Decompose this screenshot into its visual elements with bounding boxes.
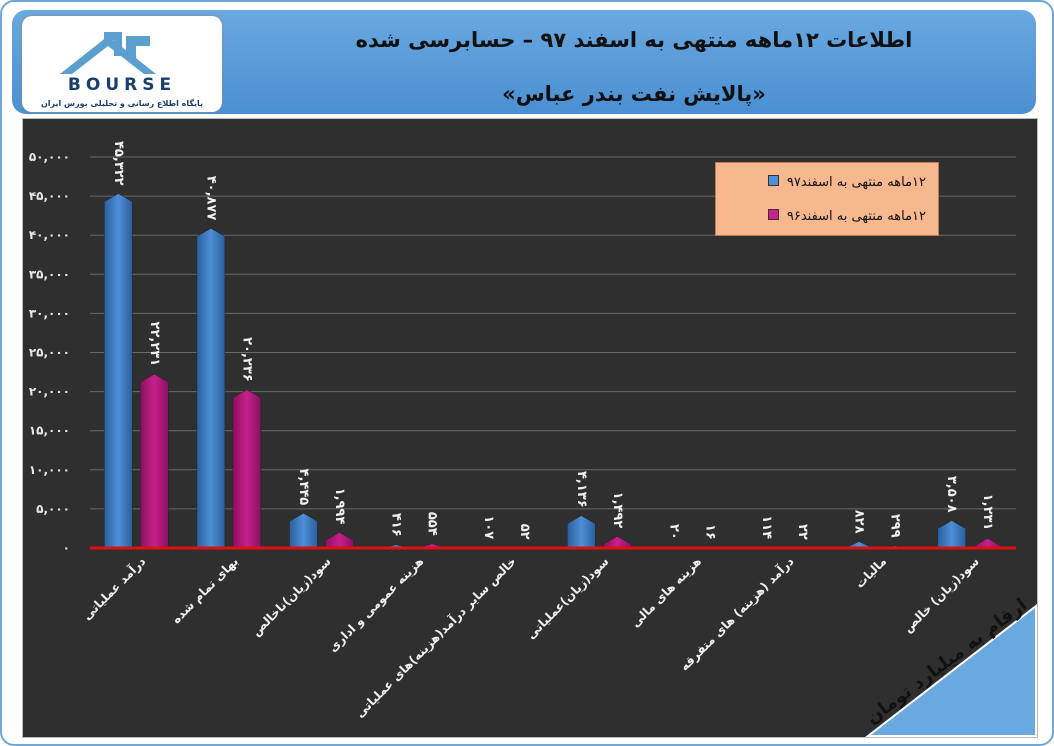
- unit-note: ارقام به میلیارد تومان: [862, 594, 1037, 737]
- logo-title: BOURSE: [68, 75, 176, 95]
- data-label-97: ۳,۵۰۸: [944, 476, 959, 513]
- data-label-96: ۲۹۹: [888, 514, 903, 538]
- legend-label-96: ۱۲ماهه منتهی به اسفند۹۶: [786, 209, 926, 224]
- bourse-logo-graphic: BOURSE پایگاه اطلاع رسانی و تحلیلی بورس …: [36, 32, 208, 109]
- x-tick-label: مالیات: [853, 554, 890, 591]
- data-label-96: ۲۰,۲۳۶: [239, 337, 254, 382]
- data-label-97: ۴۰,۸۷۷: [203, 176, 218, 221]
- data-label-97: ۴,۱۳۶: [574, 471, 589, 508]
- bar-97: [196, 228, 226, 549]
- x-tick-label: هزینه عمومی و اداری: [326, 554, 427, 655]
- x-tick-label: سود(زیان)ناخالص: [249, 554, 334, 639]
- bars: [104, 193, 1002, 549]
- y-tick-label: ۳۰,۰۰۰: [29, 306, 70, 320]
- x-axis: درآمد عملیاتی بهای تمام شده سود(زیان)ناخال…: [79, 554, 982, 721]
- legend: ۱۲ماهه منتهی به اسفند۹۷ ۱۲ماهه منتهی به …: [715, 162, 939, 236]
- data-label-97: ۲۰: [666, 524, 681, 540]
- bourse-logo: BOURSE پایگاه اطلاع رسانی و تحلیلی بورس …: [22, 16, 222, 112]
- x-tick-label: درآمد عملیاتی: [79, 554, 148, 623]
- data-label-97: ۱۱۴: [759, 515, 774, 539]
- page-subtitle: «پالایش نفت بندر عباس»: [502, 82, 766, 106]
- bar-96: [603, 536, 632, 549]
- bar-97: [937, 520, 966, 549]
- data-label-96: ۱,۲۳۱: [980, 494, 995, 531]
- y-tick-label: ۲۵,۰۰۰: [29, 346, 70, 360]
- x-tick-label: هزینه های مالی: [628, 554, 704, 630]
- page-title: اطلاعات ۱۲ماهه منتهی به اسفند ۹۷ – حسابر…: [355, 28, 913, 52]
- data-label-96: ۲۲: [795, 524, 810, 540]
- x-tick-label: بهای تمام شده: [169, 554, 242, 627]
- data-label-97: ۱۰۷: [481, 515, 496, 539]
- data-label-96: ۱,۴۹۲: [610, 492, 625, 529]
- data-label-96: ۵۲: [517, 524, 532, 540]
- legend-swatch-97: [767, 175, 779, 186]
- legend-item-96: ۱۲ماهه منتهی به اسفند۹۶: [767, 209, 926, 224]
- x-tick-label: سود(زیان) خالص: [901, 554, 983, 636]
- data-label-96: ۲۲,۲۳۱: [147, 322, 162, 367]
- bar-96: [325, 532, 354, 549]
- data-labels: ۴۵,۳۲۲ ۲۲,۲۳۱ ۴۰,۸۷۷ ۲۰,۲۳۶ ۴,۴۴۵ ۱,۹۹۴ ۴۱۶ ۵۵۴…: [111, 141, 995, 540]
- y-axis: ۰ ۵,۰۰۰ ۱۰,۰۰۰ ۱۵,۰۰۰ ۲۰,۰۰۰ ۲۵,۰۰۰ ۳۰,۰۰۰ ۳۵,۰…: [29, 150, 70, 555]
- y-tick-label: ۱۵,۰۰۰: [29, 424, 70, 438]
- data-label-96: ۱,۹۹۴: [332, 488, 347, 525]
- data-label-96: ۱۶: [702, 524, 717, 540]
- legend-swatch-96: [767, 209, 779, 220]
- legend-item-97: ۱۲ماهه منتهی به اسفند۹۷: [767, 175, 926, 190]
- y-tick-label: ۴۰,۰۰۰: [29, 228, 70, 242]
- logo-caption: پایگاه اطلاع رسانی و تحلیلی بورس ایران: [41, 98, 203, 109]
- legend-label-97: ۱۲ماهه منتهی به اسفند۹۷: [786, 175, 926, 190]
- bar-97: [104, 193, 133, 549]
- x-tick-label: خالص سایر درآمد(هزینه)های عملیاتی: [352, 554, 519, 721]
- data-label-97: ۸۲۸: [852, 510, 867, 534]
- bar-96: [232, 389, 262, 549]
- bar-97: [289, 512, 318, 549]
- y-tick-label: ۵,۰۰۰: [36, 502, 70, 516]
- data-label-96: ۵۵۴: [425, 512, 440, 536]
- y-tick-label: ۰: [63, 541, 70, 555]
- y-tick-label: ۳۵,۰۰۰: [29, 267, 70, 281]
- y-tick-label: ۵۰,۰۰۰: [29, 150, 70, 164]
- x-tick-label: سود(زیان)عملیاتی: [524, 554, 612, 642]
- data-label-97: ۴۱۶: [389, 513, 404, 537]
- bar-97: [567, 515, 596, 549]
- data-label-97: ۴,۴۴۵: [296, 469, 311, 506]
- y-tick-label: ۱۰,۰۰۰: [29, 463, 70, 477]
- y-tick-label: ۴۵,۰۰۰: [29, 189, 70, 203]
- y-tick-label: ۲۰,۰۰۰: [29, 385, 70, 399]
- data-label-97: ۴۵,۳۲۲: [111, 141, 126, 186]
- bar-96: [140, 373, 169, 549]
